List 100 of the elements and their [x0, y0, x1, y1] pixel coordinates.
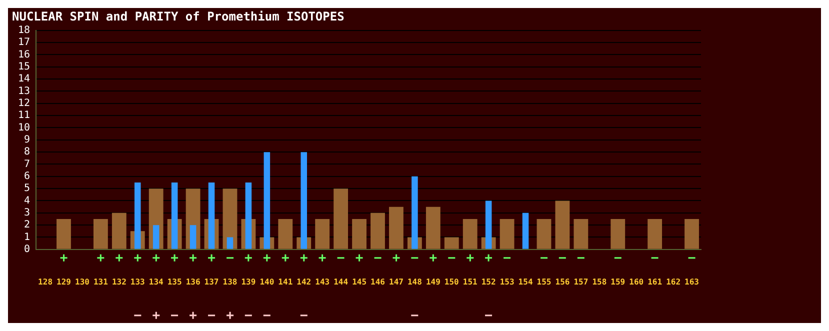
data-label: +	[60, 250, 68, 266]
x-tick-label: 140	[260, 277, 274, 286]
bar	[264, 152, 270, 249]
bar	[334, 188, 348, 249]
data-label: −	[614, 250, 622, 266]
bar	[112, 212, 126, 249]
y-tick-label: 10	[18, 122, 30, 134]
bar	[389, 206, 404, 249]
data-label: +	[244, 250, 253, 266]
data-label: −	[226, 250, 234, 266]
bar	[93, 218, 108, 249]
y-tick-label: 3	[24, 207, 30, 218]
y-tick-label: 18	[18, 24, 30, 36]
bar	[412, 176, 418, 249]
x-tick-label: 144	[334, 277, 348, 286]
x-tick-label: 130	[74, 277, 90, 286]
y-tick-label: 16	[18, 49, 30, 60]
bar	[208, 182, 215, 249]
bar	[536, 218, 552, 249]
data-label: +	[281, 250, 290, 266]
data-label: +	[429, 250, 438, 266]
x-tick-label: 154	[518, 277, 533, 286]
data-label: −	[263, 308, 272, 324]
bar	[56, 218, 71, 249]
data-label: +	[189, 250, 198, 266]
data-label: +	[152, 308, 160, 324]
bar	[610, 218, 626, 249]
data-label: +	[263, 250, 272, 266]
data-label: +	[318, 250, 326, 266]
y-tick-label: 11	[18, 110, 30, 122]
x-tick-label: 137	[204, 277, 219, 286]
y-tick-label: 13	[18, 86, 30, 97]
bar	[500, 218, 514, 249]
data-label: −	[244, 308, 253, 324]
data-label: −	[503, 250, 512, 266]
x-tick-label: 148	[407, 277, 422, 286]
x-tick-label: 161	[648, 277, 662, 286]
x-tick-label: 160	[629, 277, 644, 286]
data-label: +	[392, 250, 400, 266]
bar	[222, 188, 238, 249]
data-label: −	[336, 250, 345, 266]
x-tick-label: 155	[536, 277, 552, 286]
y-tick-label: 1	[24, 232, 30, 243]
data-label: −	[134, 308, 142, 324]
data-label: +	[300, 250, 308, 266]
y-tick-label: 4	[24, 195, 30, 206]
data-label: +	[226, 308, 234, 324]
y-tick-label: 6	[24, 170, 30, 182]
bar	[278, 218, 293, 249]
x-tick-label: 141	[278, 277, 293, 286]
x-tick-label: 143	[315, 277, 330, 286]
data-label: −	[448, 250, 456, 266]
bar	[574, 218, 588, 249]
data-label: −	[170, 308, 179, 324]
x-tick-label: 132	[112, 277, 127, 286]
x-tick-label: 142	[296, 277, 312, 286]
x-tick-label: 134	[148, 277, 164, 286]
x-tick-label: 131	[93, 277, 108, 286]
data-label: +	[208, 250, 216, 266]
data-label: −	[410, 308, 419, 324]
data-label: −	[208, 308, 216, 324]
y-tick-label: 5	[24, 183, 30, 194]
bar	[245, 182, 252, 249]
bar	[226, 237, 234, 249]
bar	[370, 212, 385, 249]
x-tick-label: 149	[426, 277, 441, 286]
bar	[134, 182, 141, 249]
bar	[462, 218, 478, 249]
bar	[171, 182, 178, 249]
data-label: −	[540, 250, 548, 266]
bar	[522, 212, 529, 249]
data-label: +	[484, 250, 493, 266]
data-label: +	[466, 250, 474, 266]
x-tick-label: 129	[56, 277, 72, 286]
data-label: −	[577, 250, 586, 266]
data-label: −	[300, 308, 308, 324]
data-label: +	[170, 250, 179, 266]
x-tick-label: 139	[241, 277, 256, 286]
data-label: +	[355, 250, 364, 266]
bar	[555, 200, 570, 249]
y-tick-label: 17	[18, 37, 30, 48]
x-tick-label: 152	[481, 277, 496, 286]
x-tick-label: 147	[389, 277, 404, 286]
bar	[300, 152, 308, 249]
data-label: +	[96, 250, 105, 266]
data-label: −	[688, 250, 696, 266]
x-tick-label: 150	[444, 277, 460, 286]
bar	[444, 237, 459, 249]
x-tick-label: 156	[555, 277, 570, 286]
data-label: +	[189, 308, 198, 324]
data-label: −	[650, 250, 659, 266]
bar	[352, 218, 366, 249]
data-label: −	[410, 250, 419, 266]
y-tick-label: 2	[24, 220, 30, 231]
x-tick-label: 159	[610, 277, 626, 286]
data-label: +	[134, 250, 142, 266]
bar	[190, 225, 196, 249]
x-tick-label: 146	[370, 277, 386, 286]
x-tick-label: 158	[592, 277, 607, 286]
y-tick-label: 15	[18, 61, 30, 72]
